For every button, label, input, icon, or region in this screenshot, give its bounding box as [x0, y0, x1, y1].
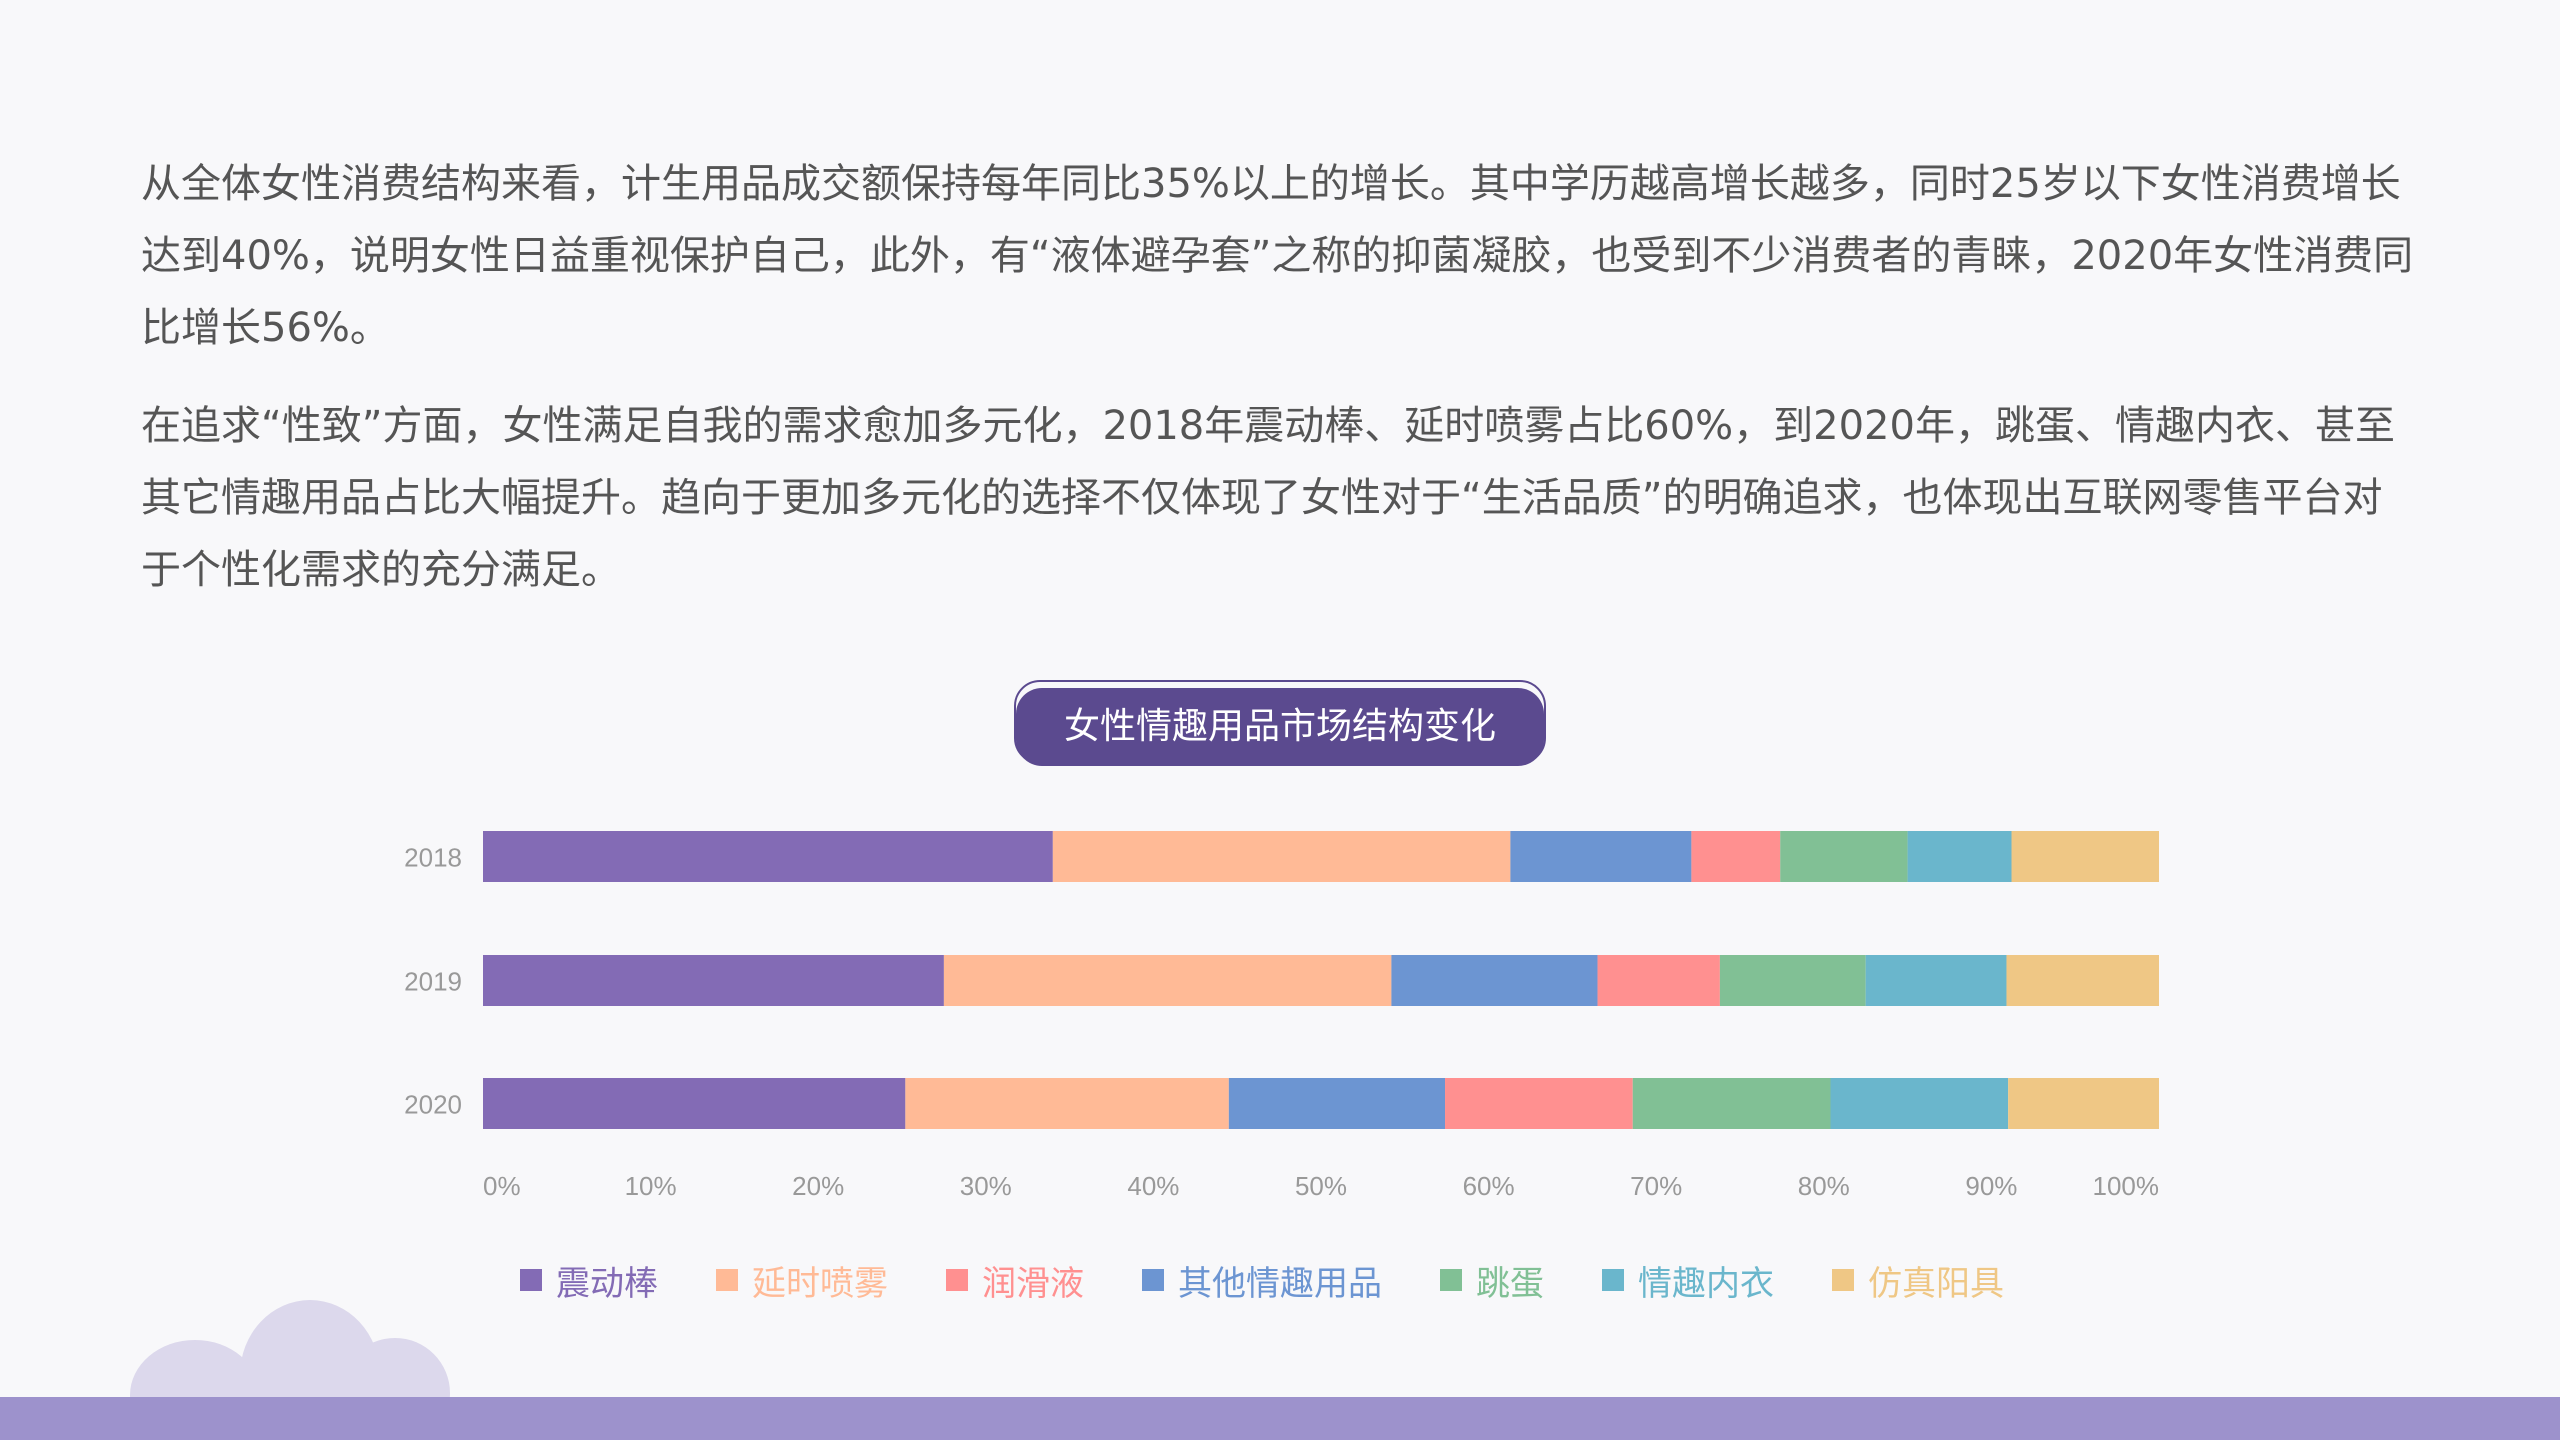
legend-label: 情趣内衣 — [1638, 1263, 1774, 1304]
chart-legend: 震动棒 延时喷雾 润滑液 其他情趣用品 跳蛋 情趣内衣 仿真阳具 — [520, 1255, 2040, 1305]
bar-segment-2020-情趣内衣 — [1830, 1078, 2009, 1129]
x-tick-label: 90% — [1965, 1171, 2017, 1201]
bar-segment-2020-跳蛋 — [1632, 1078, 1831, 1129]
legend-label: 润滑液 — [982, 1263, 1084, 1304]
intro-paragraph-2: 在追求“性致”方面，女性满足自我的需求愈加多元化，2018年震动棒、延时喷雾占比… — [141, 403, 2395, 593]
legend-label: 跳蛋 — [1476, 1263, 1544, 1304]
legend-swatch — [946, 1269, 968, 1291]
legend-swatch — [716, 1269, 738, 1291]
x-tick-label: 20% — [792, 1171, 844, 1201]
category-label-2020: 2020 — [404, 1090, 462, 1120]
intro-paragraph-1: 从全体女性消费结构来看，计生用品成交额保持每年同比35%以上的增长。其中学历越高… — [141, 161, 2414, 351]
bar-segment-2019-情趣内衣 — [1865, 955, 2007, 1006]
bar-segment-2019-跳蛋 — [1719, 955, 1866, 1006]
legend-swatch — [520, 1269, 542, 1291]
legend-label: 仿真阳具 — [1868, 1263, 2004, 1304]
x-tick-label: 0% — [483, 1171, 521, 1201]
bar-segment-2018-润滑液 — [1691, 831, 1781, 882]
x-tick-label: 30% — [960, 1171, 1012, 1201]
legend-item: 其他情趣用品 — [1142, 1256, 1382, 1305]
legend-swatch — [1602, 1269, 1624, 1291]
bar-segment-2018-震动棒 — [483, 831, 1053, 882]
legend-swatch — [1440, 1269, 1462, 1291]
x-tick-label: 40% — [1127, 1171, 1179, 1201]
legend-item: 润滑液 — [946, 1256, 1084, 1305]
cloud-decoration — [130, 1290, 460, 1440]
chart-title-badge: 女性情趣用品市场结构变化 — [1014, 680, 1546, 766]
x-tick-label: 60% — [1463, 1171, 1515, 1201]
legend-swatch — [1832, 1269, 1854, 1291]
bar-segment-2018-延时喷雾 — [1052, 831, 1511, 882]
x-tick-label: 70% — [1630, 1171, 1682, 1201]
legend-item: 仿真阳具 — [1832, 1256, 2004, 1305]
category-label-2018: 2018 — [404, 843, 462, 873]
bar-segment-2019-延时喷雾 — [943, 955, 1392, 1006]
legend-item: 情趣内衣 — [1602, 1256, 1774, 1305]
bar-segment-2020-震动棒 — [483, 1078, 906, 1129]
x-tick-label: 80% — [1798, 1171, 1850, 1201]
bar-segment-2018-其他情趣用品 — [1510, 831, 1692, 882]
legend-item: 跳蛋 — [1440, 1256, 1544, 1305]
bar-segment-2019-震动棒 — [483, 955, 944, 1006]
bar-segment-2020-润滑液 — [1445, 1078, 1633, 1129]
x-tick-label: 50% — [1295, 1171, 1347, 1201]
bar-segment-2020-其他情趣用品 — [1228, 1078, 1446, 1129]
category-label-2019: 2019 — [404, 967, 462, 997]
legend-swatch — [1142, 1269, 1164, 1291]
legend-label: 其他情趣用品 — [1178, 1263, 1382, 1304]
bar-segment-2020-仿真阳具 — [2008, 1078, 2159, 1129]
bar-segment-2019-润滑液 — [1597, 955, 1720, 1006]
bar-segment-2020-延时喷雾 — [905, 1078, 1229, 1129]
legend-item: 延时喷雾 — [716, 1256, 888, 1305]
x-tick-label: 10% — [625, 1171, 677, 1201]
bar-segment-2019-仿真阳具 — [2006, 955, 2159, 1006]
legend-label: 震动棒 — [556, 1263, 658, 1304]
chart-title: 女性情趣用品市场结构变化 — [1016, 688, 1544, 766]
bar-segment-2018-仿真阳具 — [2011, 831, 2159, 882]
legend-item: 震动棒 — [520, 1256, 658, 1305]
bar-segment-2018-跳蛋 — [1780, 831, 1908, 882]
bar-segment-2018-情趣内衣 — [1907, 831, 2012, 882]
bottom-decorative-bar — [0, 1397, 2560, 1440]
bar-segment-2019-其他情趣用品 — [1391, 955, 1598, 1006]
legend-label: 延时喷雾 — [752, 1263, 888, 1304]
x-tick-label: 100% — [2093, 1171, 2160, 1201]
